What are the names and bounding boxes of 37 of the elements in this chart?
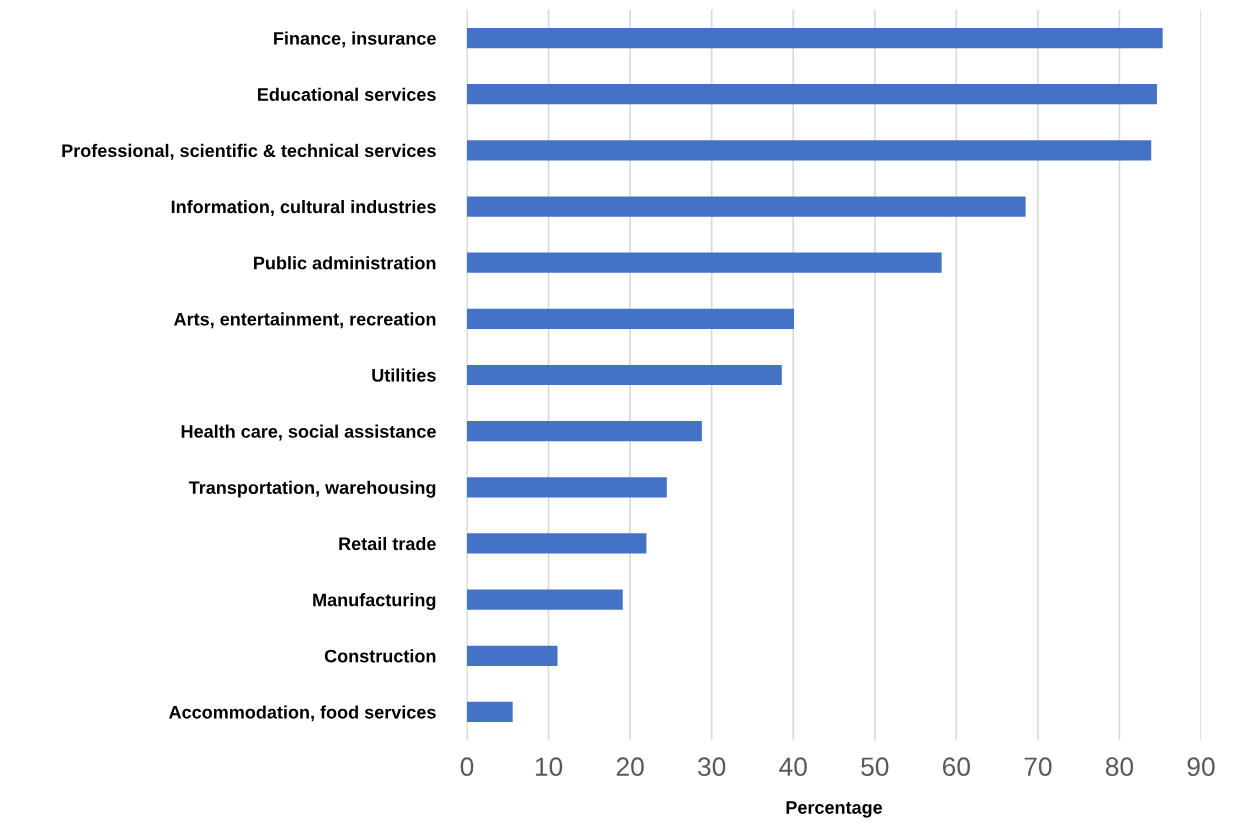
- x-tick-label: 10: [535, 757, 563, 777]
- x-tick-label: 60: [943, 757, 970, 777]
- y-tick-label: Educational services: [258, 87, 436, 101]
- bar: [467, 364, 782, 386]
- y-tick-label: Utilities: [372, 368, 436, 382]
- y-tick-label: Information, cultural industries: [171, 200, 436, 216]
- x-tick-label: 80: [1105, 757, 1134, 777]
- x-tick-label: 50: [861, 757, 889, 777]
- bar: [467, 308, 795, 329]
- bar: [467, 477, 667, 498]
- bar: [467, 589, 623, 610]
- y-tick-label: Retail trade: [339, 536, 436, 551]
- bar: [467, 701, 513, 723]
- y-tick-label: Accommodation, food services: [169, 705, 436, 722]
- x-tick-label: 0: [460, 757, 474, 777]
- x-tick-label: 30: [698, 757, 726, 777]
- y-tick-label: Construction: [324, 649, 436, 663]
- x-tick-label: 70: [1024, 757, 1052, 777]
- bar: [467, 27, 1163, 49]
- x-axis-title: Percentage: [786, 801, 883, 818]
- x-tick-label: 90: [1187, 757, 1215, 777]
- y-tick-label: Transportation, warehousing: [188, 480, 436, 498]
- y-tick-label: Professional, scientific & technical services: [62, 143, 436, 160]
- y-tick-label: Health care, social assistance: [181, 424, 436, 441]
- y-tick-label: Manufacturing: [313, 593, 436, 610]
- bar: [467, 421, 702, 442]
- bar: [467, 645, 558, 666]
- x-tick-label: 40: [779, 757, 807, 777]
- bar: [467, 196, 1026, 217]
- y-tick-label: Public administration: [254, 256, 436, 270]
- bar: [467, 533, 647, 554]
- bar: [467, 140, 1152, 161]
- bar: [467, 84, 1157, 105]
- y-tick-label: Arts, entertainment, recreation: [174, 312, 436, 329]
- y-tick-label: Finance, insurance: [274, 31, 436, 48]
- bar: [467, 252, 942, 273]
- x-tick-label: 20: [616, 757, 644, 777]
